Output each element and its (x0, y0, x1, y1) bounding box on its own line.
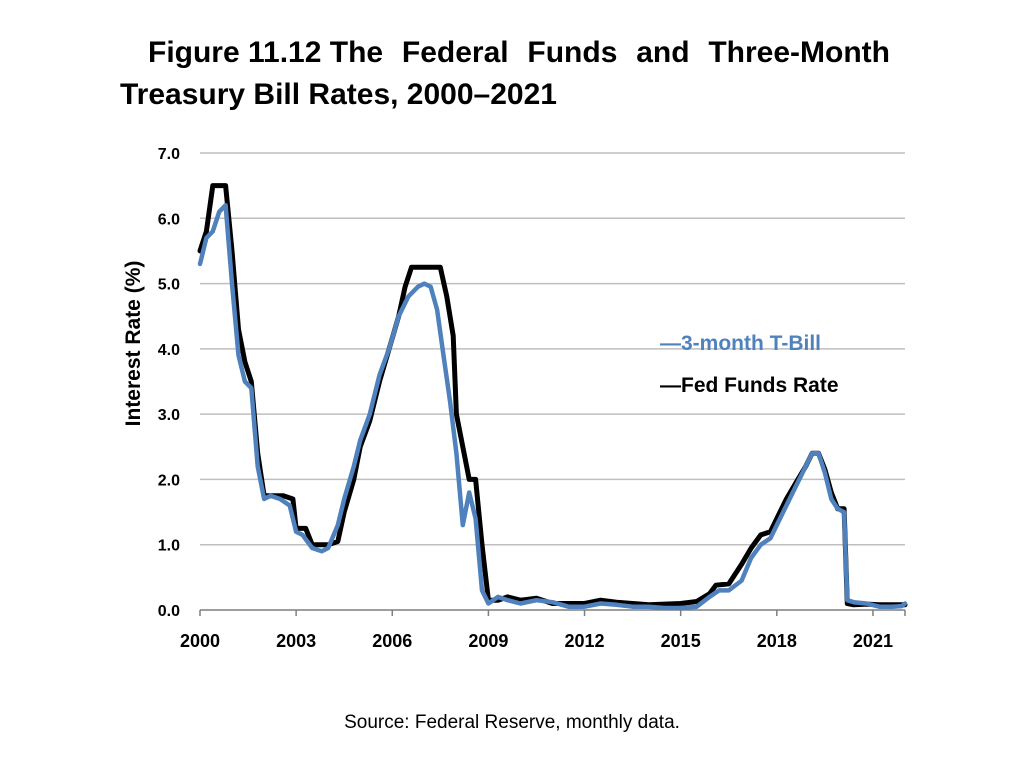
legend: —3-month T-Bill —Fed Funds Rate (660, 332, 839, 397)
x-tick-label: 2003 (276, 631, 316, 651)
y-tick-label: 0.0 (158, 603, 180, 620)
x-tick-label: 2018 (757, 631, 797, 651)
y-tick-label: 4.0 (158, 342, 180, 359)
series-lines (197, 183, 908, 611)
title-word: Three-Month (708, 36, 890, 69)
axis-labels: 0.0 1.0 2.0 3.0 4.0 5.0 6.0 7.0 2000 2003 2006 2009… (122, 146, 893, 651)
title-word: Federal (401, 36, 509, 69)
source-note: Source: Federal Reserve, monthly data. (344, 712, 680, 733)
legend-entry-tbill: —3-month T-Bill (660, 332, 821, 355)
y-tick-label: 7.0 (158, 146, 180, 163)
figure-title-line1: Figure 11.12 The Federal Funds and Three… (120, 32, 890, 74)
x-tick-label: 2015 (661, 631, 701, 651)
y-tick-label: 5.0 (158, 277, 180, 294)
y-tick-label: 6.0 (158, 211, 180, 228)
x-tick-label: 2000 (180, 631, 220, 651)
figure-title-line2: Treasury Bill Rates, 2000–2021 (120, 78, 557, 111)
y-tick-label: 1.0 (158, 538, 180, 555)
y-tick-label: 3.0 (158, 407, 180, 424)
x-tick-label: 2009 (468, 631, 508, 651)
y-tick-label: 2.0 (158, 472, 180, 489)
title-word: Figure 11.12 The (148, 36, 384, 69)
tbill-line (197, 202, 908, 611)
y-axis-title: Interest Rate (%) (122, 261, 145, 427)
legend-entry-fedfunds: —Fed Funds Rate (660, 374, 839, 397)
title-word: and (636, 36, 690, 69)
x-tick-label: 2021 (853, 631, 893, 651)
title-word: Funds (527, 36, 618, 69)
axes (199, 609, 906, 616)
x-tick-label: 2012 (565, 631, 605, 651)
x-tick-label: 2006 (372, 631, 412, 651)
figure-title: Figure 11.12 The Federal Funds and Three… (120, 32, 890, 116)
